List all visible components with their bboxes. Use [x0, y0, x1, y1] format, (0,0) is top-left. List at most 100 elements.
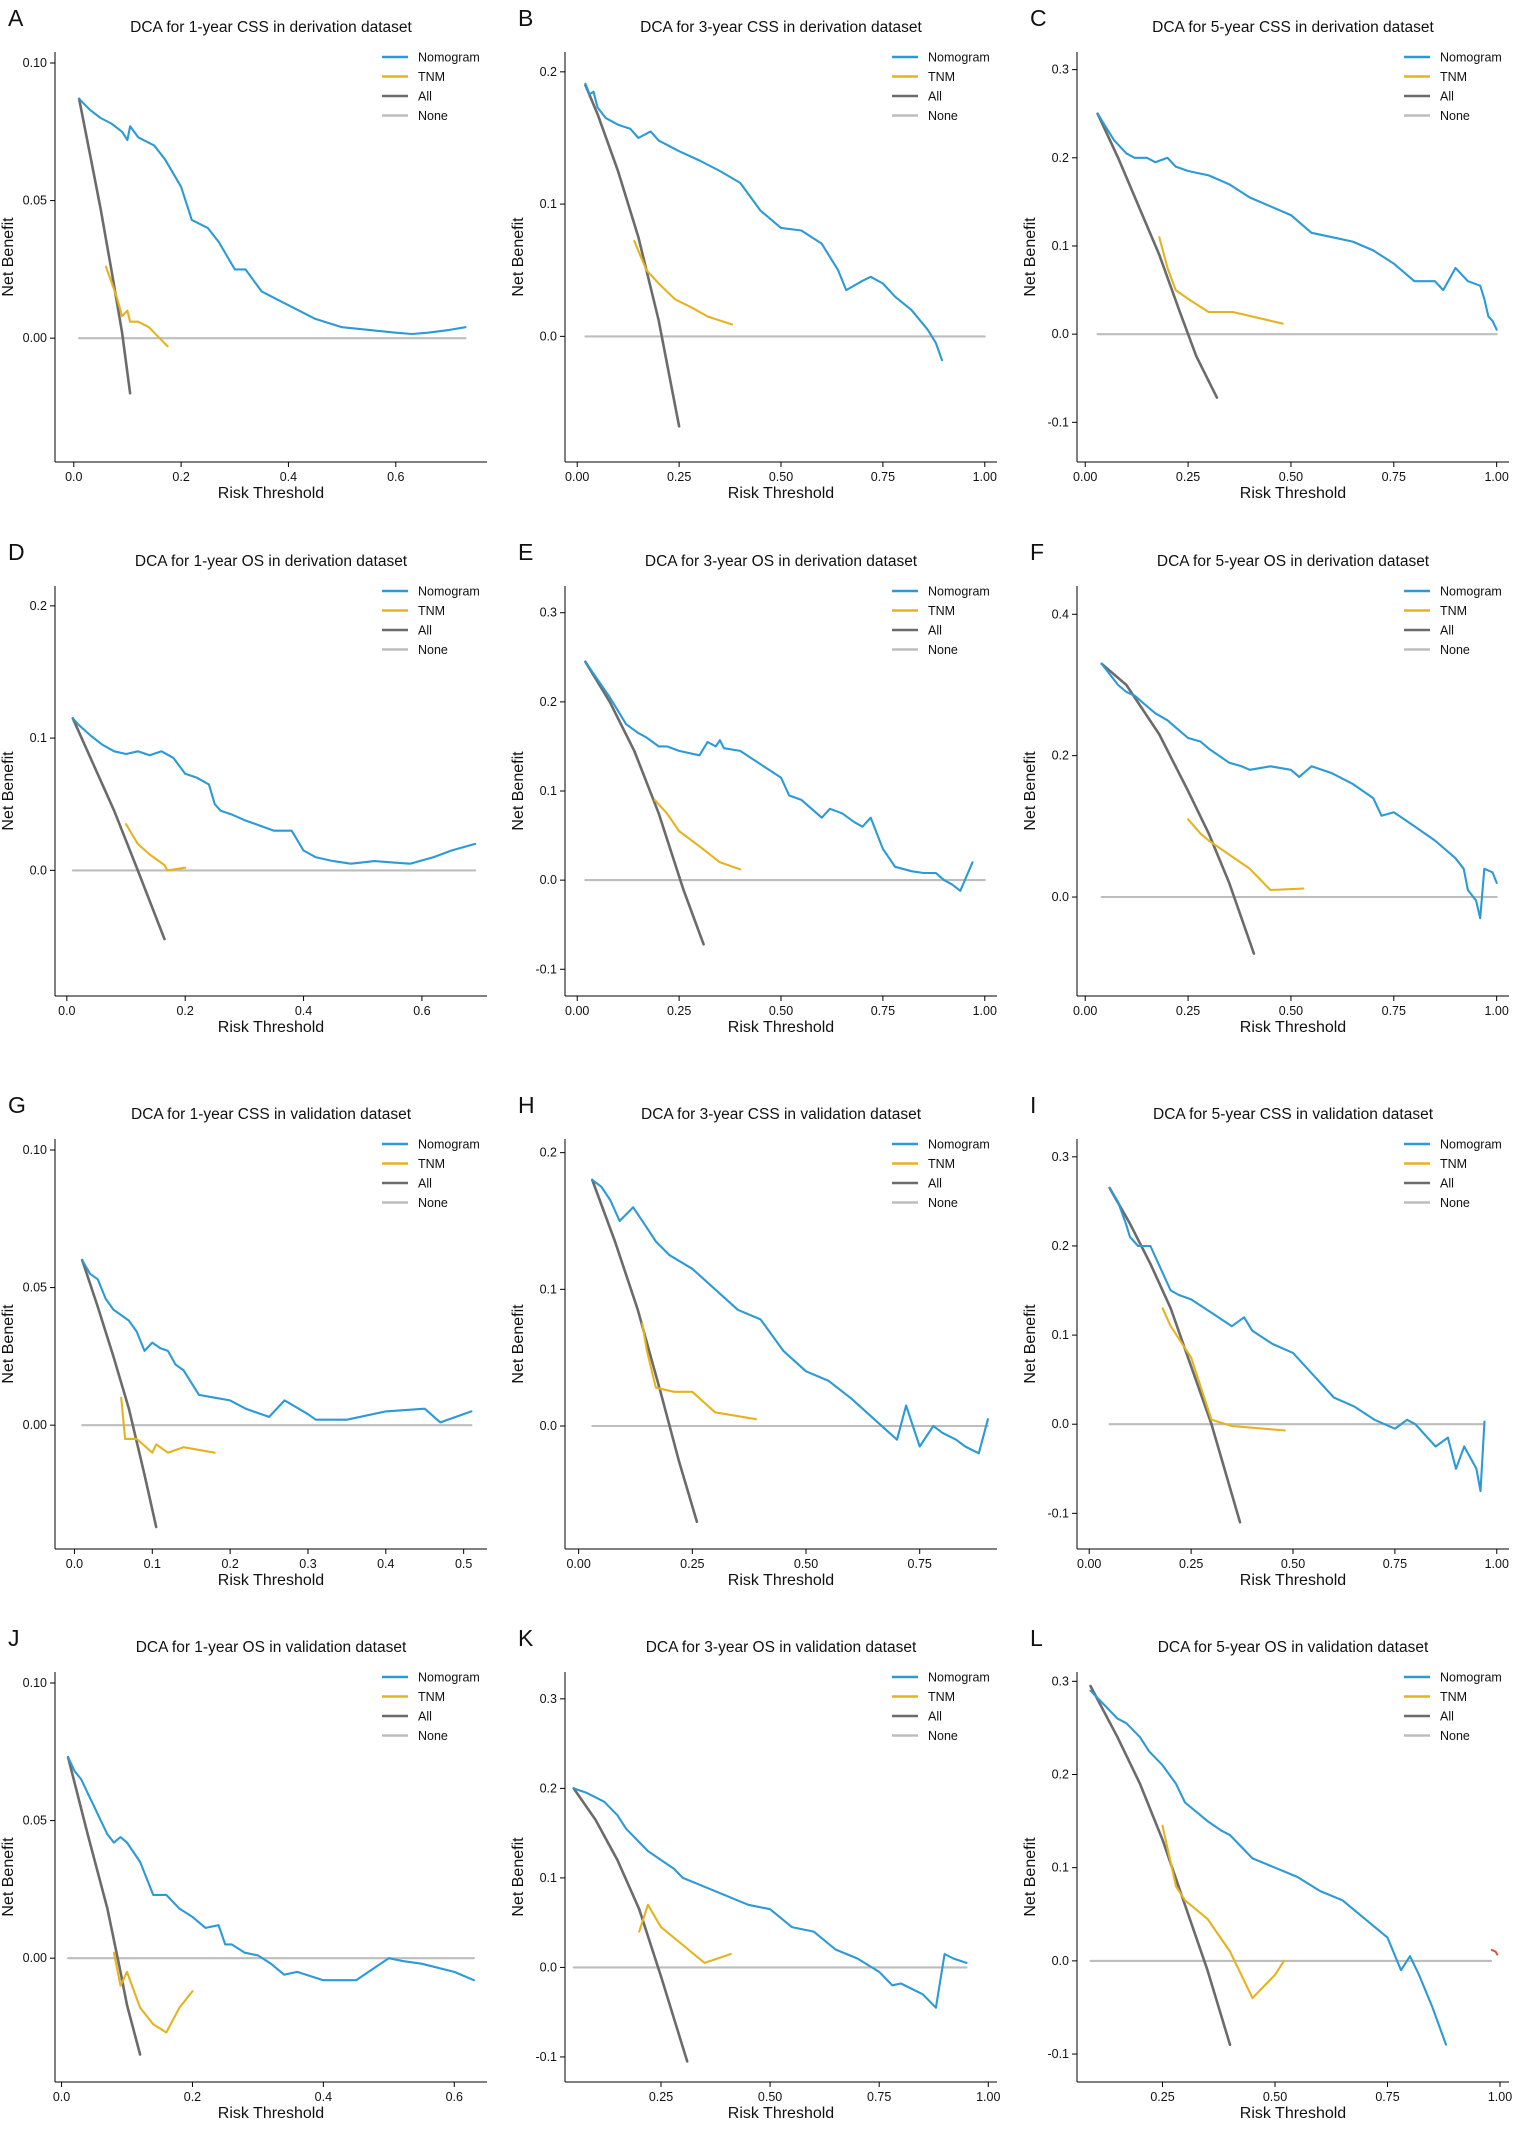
series-line-all	[1096, 112, 1219, 399]
y-tick-label: 0.2	[1052, 1239, 1069, 1253]
series-line-all	[77, 97, 132, 395]
panel-i: I DCA for 5-year CSS in validation datase…	[1022, 1092, 1509, 1589]
chart-title: DCA for 5-year OS in derivation dataset	[1157, 553, 1430, 570]
chart-title: DCA for 1-year OS in validation dataset	[136, 1639, 407, 1656]
x-axis-label: Risk Threshold	[1240, 1572, 1346, 1589]
legend-label-all: All	[418, 624, 432, 638]
y-axis-label: Net Benefit	[510, 217, 527, 297]
panel-e: E DCA for 3-year OS in derivation dataset…	[510, 539, 997, 1036]
legend-label-all: All	[1440, 624, 1454, 638]
y-tick-label: 0.0	[540, 1419, 557, 1433]
y-tick-label: 0.1	[1052, 1861, 1069, 1875]
panel-letter: F	[1030, 539, 1044, 565]
y-tick-label: 0.10	[23, 1143, 47, 1157]
series-line-nomogram	[584, 82, 944, 362]
x-tick-label: 1.00	[973, 1004, 997, 1018]
legend-label-all: All	[928, 90, 942, 104]
y-tick-label: 0.1	[540, 1282, 557, 1296]
x-tick-label: 0.6	[446, 2090, 463, 2104]
x-tick-label: 0.50	[794, 1557, 818, 1571]
panel-letter: I	[1030, 1092, 1036, 1118]
legend-label-tnm: TNM	[1440, 70, 1467, 84]
y-tick-label: 0.10	[23, 56, 47, 70]
x-axis-label: Risk Threshold	[1240, 2105, 1346, 2122]
chart-title: DCA for 3-year CSS in derivation dataset	[640, 19, 922, 36]
x-axis-label: Risk Threshold	[218, 485, 324, 502]
x-tick-label: 0.4	[377, 1557, 394, 1571]
y-tick-label: 0.0	[1052, 1417, 1069, 1431]
panel-letter: B	[518, 5, 533, 31]
legend-label-tnm: TNM	[928, 1157, 955, 1171]
x-tick-label: 0.00	[1077, 1557, 1101, 1571]
x-tick-label: 0.1	[144, 1557, 161, 1571]
x-axis-label: Risk Threshold	[728, 1019, 834, 1036]
legend-label-none: None	[418, 1729, 448, 1743]
series-line-nomogram	[1096, 112, 1498, 331]
x-tick-label: 0.5	[455, 1557, 472, 1571]
legend-label-none: None	[418, 109, 448, 123]
x-tick-label: 1.00	[1484, 1004, 1508, 1018]
x-axis-label: Risk Threshold	[1240, 1019, 1346, 1036]
x-tick-label: 0.50	[1263, 2090, 1287, 2104]
x-tick-label: 0.75	[871, 1004, 895, 1018]
series-line-nomogram	[584, 660, 974, 892]
series-line-tnm	[1161, 1307, 1286, 1432]
legend-label-none: None	[928, 109, 958, 123]
panel-letter: J	[8, 1625, 20, 1651]
series-line-all	[71, 717, 166, 941]
y-tick-label: -0.1	[1047, 1506, 1069, 1520]
y-tick-label: 0.2	[1052, 749, 1069, 763]
y-tick-label: -0.1	[1047, 415, 1069, 429]
y-axis-label: Net Benefit	[510, 751, 527, 831]
x-tick-label: 0.0	[65, 470, 82, 484]
x-axis-label: Risk Threshold	[728, 1572, 834, 1589]
series-line-all	[80, 1258, 158, 1529]
legend-label-nomogram: Nomogram	[1440, 585, 1502, 599]
series-line-tnm	[638, 1903, 732, 1964]
x-tick-label: 0.50	[1279, 1004, 1303, 1018]
x-tick-label: 0.00	[565, 470, 589, 484]
x-tick-label: 0.50	[769, 1004, 793, 1018]
y-tick-label: 0.0	[540, 873, 557, 887]
panel-a: A DCA for 1-year CSS in derivation datase…	[0, 5, 487, 502]
y-tick-label: 0.00	[23, 331, 47, 345]
legend-label-all: All	[928, 1177, 942, 1191]
chart-title: DCA for 3-year CSS in validation dataset	[641, 1106, 922, 1123]
series-line-all	[66, 1756, 142, 2056]
series-line-tnm	[641, 1322, 758, 1421]
y-tick-label: 0.05	[23, 1281, 47, 1295]
y-tick-label: 0.3	[1052, 63, 1069, 77]
legend-label-nomogram: Nomogram	[418, 51, 480, 65]
y-axis-label: Net Benefit	[0, 217, 17, 297]
legend-label-tnm: TNM	[418, 1157, 445, 1171]
chart-title: DCA for 5-year CSS in validation dataset	[1153, 1106, 1434, 1123]
y-tick-label: 0.2	[540, 1781, 557, 1795]
series-line-all	[584, 660, 705, 946]
series-line-tnm	[120, 1396, 216, 1454]
panel-letter: C	[1030, 5, 1047, 31]
y-tick-label: 0.1	[540, 784, 557, 798]
x-tick-label: 0.25	[667, 470, 691, 484]
legend-label-tnm: TNM	[418, 70, 445, 84]
panel-b: B DCA for 3-year CSS in derivation datase…	[510, 5, 997, 502]
x-axis-label: Risk Threshold	[218, 2105, 324, 2122]
series-line-all	[1108, 1186, 1242, 1524]
series-line-all	[1100, 662, 1256, 955]
panel-c: C DCA for 5-year CSS in derivation datase…	[1022, 5, 1509, 502]
legend-label-none: None	[928, 1729, 958, 1743]
y-tick-label: 0.0	[540, 1960, 557, 1974]
x-tick-label: 0.50	[769, 470, 793, 484]
chart-title: DCA for 1-year OS in derivation dataset	[135, 553, 408, 570]
panel-d: D DCA for 1-year OS in derivation dataset…	[0, 539, 487, 1036]
y-tick-label: 0.00	[23, 1951, 47, 1965]
x-tick-label: 0.25	[680, 1557, 704, 1571]
y-tick-label: -0.1	[535, 962, 557, 976]
series-line-tnm	[124, 823, 187, 872]
series-line-nomogram	[1108, 1186, 1486, 1493]
panel-letter: A	[8, 5, 24, 31]
legend-label-all: All	[928, 1710, 942, 1724]
x-tick-label: 0.25	[667, 1004, 691, 1018]
legend-label-nomogram: Nomogram	[418, 1138, 480, 1152]
series-line-nomogram	[591, 1178, 989, 1455]
